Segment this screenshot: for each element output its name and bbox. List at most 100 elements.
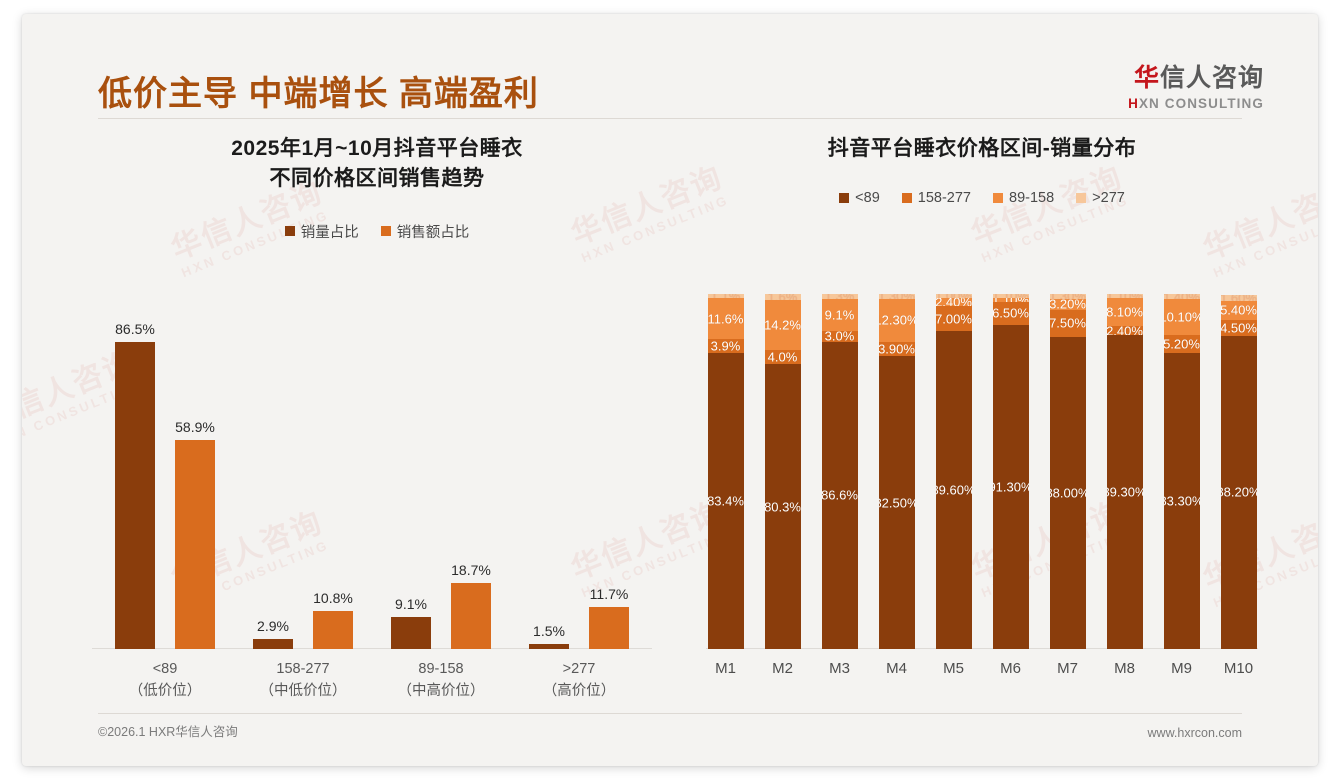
bar-fill <box>529 643 569 649</box>
right-legend-item-2[interactable]: 89-158 <box>993 190 1054 206</box>
stack-segment[interactable]: 1.3% <box>821 294 858 299</box>
stack-segment[interactable]: 5.20% <box>1163 334 1200 354</box>
bar-value-label: 1.5% <box>533 622 565 639</box>
stacked-bar[interactable]: 1.10% 8.10% 2.40% 89.30% M8 <box>1106 294 1143 677</box>
left-legend-label: 销量占比 <box>300 224 359 241</box>
x-axis-tick-label: M7 <box>1057 660 1078 677</box>
stacked-bar[interactable]: 1.40% 10.10% 5.20% 83.30% M9 <box>1163 294 1200 677</box>
right-legend-item-1[interactable]: 158-277 <box>901 190 971 206</box>
stack-segment[interactable]: 3.0% <box>821 330 858 342</box>
left-chart-legend: 销量占比 销售额占比 <box>82 221 672 242</box>
right-legend-item-3[interactable]: >277 <box>1076 190 1125 206</box>
stacked-bar[interactable]: 1.10%1.10% 6.50% 91.30% M6 <box>992 294 1029 677</box>
bar-sales-volume[interactable]: 2.9% <box>253 618 293 649</box>
header-divider <box>98 118 1242 119</box>
stack-segment[interactable]: 1.00% <box>935 294 972 298</box>
stacked-bar[interactable]: 1.30% 12.30% 3.90% 82.50% M4 <box>878 294 915 677</box>
bar-value-label: 18.7% <box>451 561 491 578</box>
segment-value-label: 88.20% <box>1221 484 1257 500</box>
footer-copyright: ©2026.1 HXR华信人咨询 <box>98 725 238 739</box>
bar-group: 1.5% 11.7% >277 （高价位） <box>517 294 642 699</box>
stack-segment[interactable]: 7.50% <box>1049 309 1086 337</box>
left-legend-label: 销售额占比 <box>396 224 470 241</box>
stack-segment[interactable]: 3.9% <box>707 339 744 353</box>
stack-segment[interactable]: 1.40% <box>1163 294 1200 299</box>
stack-segment[interactable]: 9.1% <box>821 298 858 331</box>
stack-segment[interactable]: 83.4% <box>707 352 744 649</box>
stack-segment[interactable]: 82.50% <box>878 356 915 649</box>
bar-sales-amount[interactable]: 58.9% <box>175 419 215 649</box>
segment-value-label: 3.90% <box>878 342 915 357</box>
stack-segment[interactable]: 3.90% <box>878 342 915 357</box>
stack-segment[interactable]: 80.3% <box>764 364 801 649</box>
stacked-bar[interactable]: 1.3% 9.1% 3.0% 86.6% M3 <box>821 294 858 677</box>
stack-segment[interactable]: 2.40% <box>1106 326 1143 335</box>
bar-sales-amount[interactable]: 18.7% <box>451 562 491 649</box>
stack-segment[interactable]: 1.10% <box>992 294 1029 298</box>
stacked-bar[interactable]: 1.00%2.40% 7.00% 89.60% M5 <box>935 294 972 677</box>
footer-website: www.hxrcon.com <box>1147 726 1242 740</box>
segment-value-label: 10.10% <box>1164 309 1200 325</box>
stack-segment[interactable]: 4.50% <box>1220 319 1257 336</box>
stack-segment[interactable]: 12.30% <box>878 298 915 343</box>
x-axis-tick-label: M3 <box>829 660 850 677</box>
bar-value-label: 2.9% <box>257 617 289 634</box>
stack-segment[interactable]: 86.6% <box>821 341 858 649</box>
stack-segment[interactable]: 6.50% <box>992 301 1029 325</box>
bar-value-label: 10.8% <box>313 589 353 606</box>
right-legend-label: <89 <box>855 190 880 207</box>
bar-sales-volume[interactable]: 1.5% <box>529 623 569 649</box>
stack-segment[interactable]: 1.10% <box>1106 294 1143 298</box>
left-legend-item-1[interactable]: 销售额占比 <box>380 221 470 242</box>
x-axis-tick-label: M4 <box>886 660 907 677</box>
bar-sales-volume[interactable]: 86.5% <box>115 321 155 649</box>
stack-segment[interactable]: 91.30% <box>992 324 1029 649</box>
stack-segment[interactable]: 1.10% <box>992 297 1029 302</box>
right-legend-item-0[interactable]: <89 <box>839 190 880 206</box>
x-tick-range: 89-158 <box>418 661 464 677</box>
x-tick-sublabel: （低价位） <box>128 682 202 699</box>
right-chart-panel: 抖音平台睡衣价格区间-销量分布 <89 158-277 89-158 >277 1.1… <box>682 134 1282 694</box>
x-tick-range: >277 <box>562 661 596 677</box>
grouped-bar-plot: 86.5% 58.9% <89 （低价位） 2.9% 10.8% 158-277 （中低价位）… <box>92 294 652 699</box>
stack-segment[interactable]: 89.60% <box>935 330 972 649</box>
segment-value-label: 1.10% <box>993 294 1029 298</box>
left-legend-item-0[interactable]: 销量占比 <box>284 221 359 242</box>
stack-segment[interactable]: 88.20% <box>1220 335 1257 649</box>
stack-segment[interactable]: 14.2% <box>764 299 801 351</box>
segment-value-label: 1.6% <box>768 294 798 300</box>
stack-segment[interactable]: 2.40% <box>935 297 972 307</box>
stacked-bar[interactable]: 1.1% 11.6% 3.9% 83.4% M1 <box>707 294 744 677</box>
stack-segment[interactable]: 3.20% <box>1049 298 1086 310</box>
stack-segment[interactable]: 4.0% <box>764 350 801 365</box>
stack-segment[interactable]: 1.6% <box>764 294 801 300</box>
stacked-bar[interactable]: 1.60%5.40% 4.50% 88.20% M10 <box>1220 294 1257 677</box>
stack-segment[interactable]: 1.30% <box>1049 294 1086 299</box>
bar-sales-amount[interactable]: 11.7% <box>589 586 629 649</box>
right-x-axis-line <box>706 648 1258 649</box>
stack-segment[interactable]: 5.40% <box>1220 300 1257 320</box>
stack-segment[interactable]: 88.00% <box>1049 336 1086 649</box>
stack-segment[interactable]: 89.30% <box>1106 334 1143 649</box>
stacked-bar[interactable]: 1.6% 14.2% 4.0% 80.3% M2 <box>764 294 801 677</box>
slide-canvas: 华信人咨询 HXN CONSULTING 华信人咨询 HXN CONSULTING … <box>22 14 1318 766</box>
bar-fill <box>115 341 155 649</box>
logo-english-name: HXN CONSULTING <box>1128 96 1264 111</box>
segment-value-label: 7.00% <box>935 311 972 326</box>
stack-segment[interactable]: 1.1% <box>707 294 744 298</box>
bar-sales-volume[interactable]: 9.1% <box>391 596 431 649</box>
stack-segment[interactable]: 1.30% <box>878 294 915 299</box>
bar-value-label: 58.9% <box>175 418 215 435</box>
stack-segment[interactable]: 7.00% <box>935 306 972 331</box>
stack-segment[interactable]: 83.30% <box>1163 353 1200 649</box>
bar-sales-amount[interactable]: 10.8% <box>313 590 353 649</box>
stacked-bar[interactable]: 1.30%3.20% 7.50% 88.00% M7 <box>1049 294 1086 677</box>
bar-value-label: 9.1% <box>395 595 427 612</box>
stack-segment[interactable]: 11.6% <box>707 297 744 340</box>
stack-segment[interactable]: 1.60% <box>1220 295 1257 301</box>
segment-value-label: 9.1% <box>824 307 855 323</box>
stack-segment[interactable]: 8.10% <box>1106 297 1143 327</box>
legend-swatch-icon <box>1076 193 1087 204</box>
logo-en-highlight: H <box>1128 96 1139 111</box>
stack-segment[interactable]: 10.10% <box>1163 299 1200 335</box>
